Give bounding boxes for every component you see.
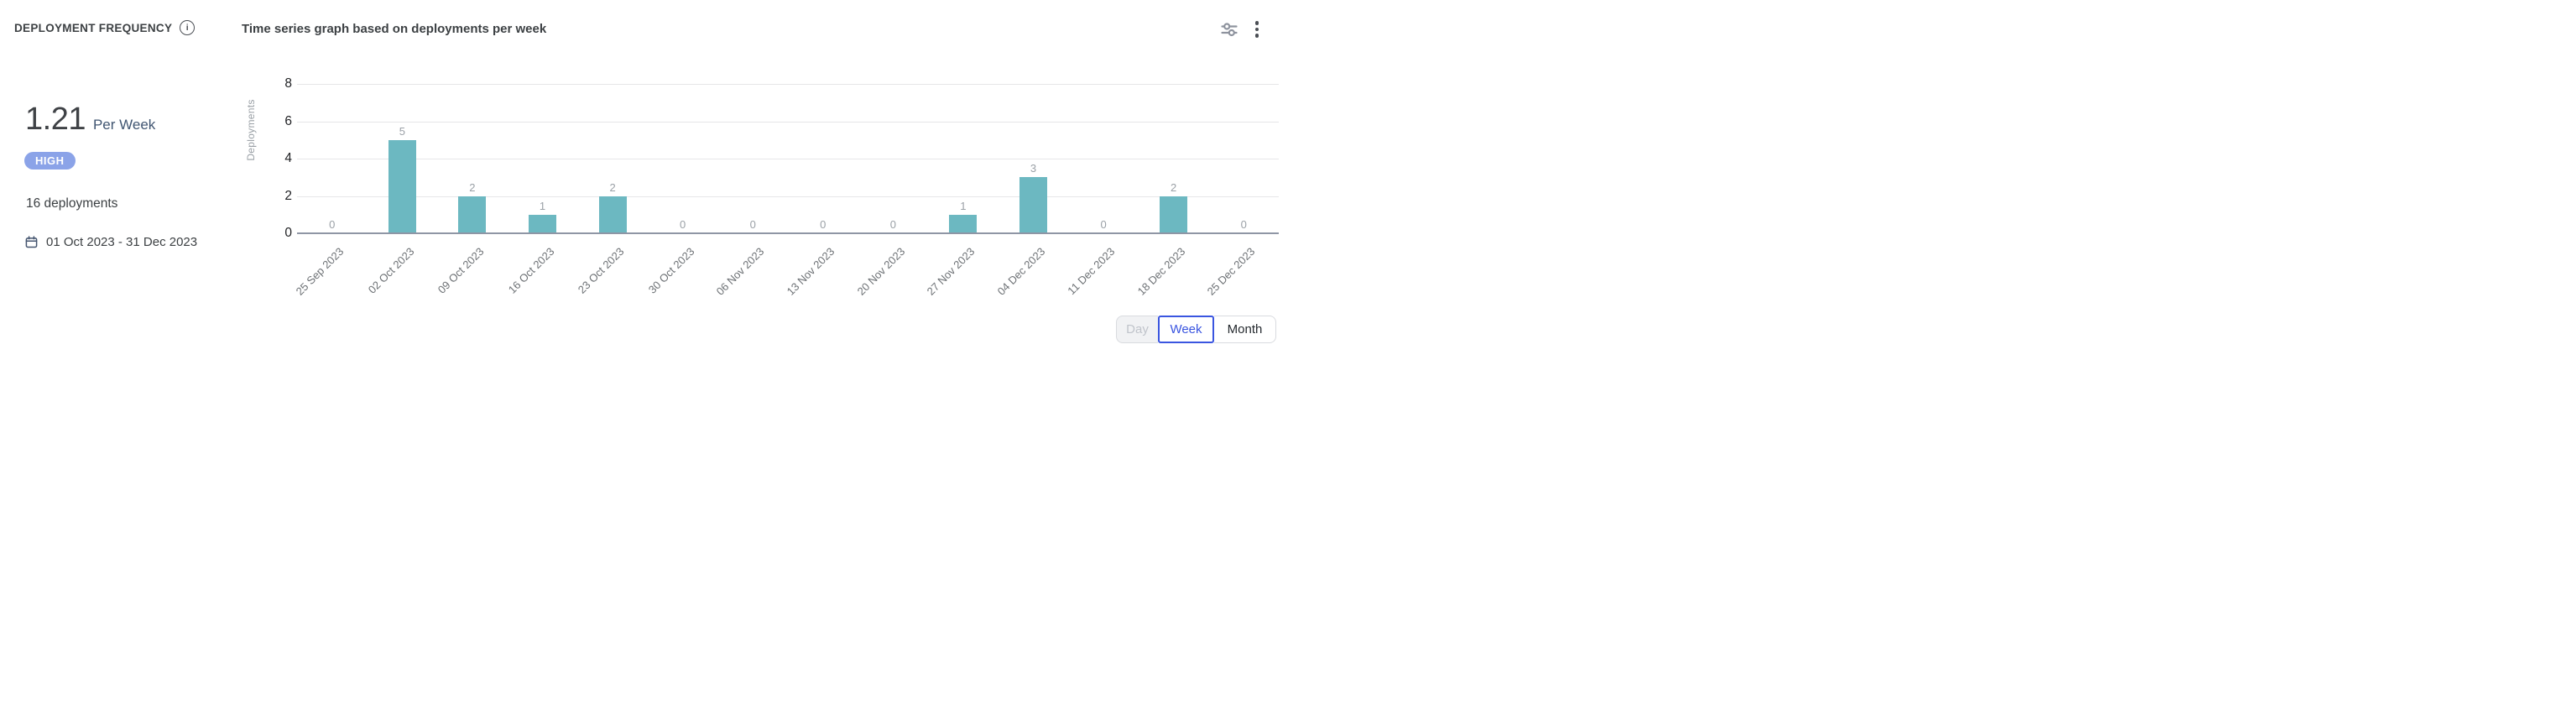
bar-value-label: 5 [399, 124, 405, 138]
metric-value: 1.21 [25, 102, 86, 137]
x-tick-label: 25 Sep 2023 [293, 245, 347, 298]
bar[interactable] [458, 196, 487, 233]
metric-unit: Per Week [92, 117, 156, 133]
bar-value-label: 2 [1171, 180, 1177, 194]
bar-value-label: 2 [469, 180, 476, 194]
toggle-day-button[interactable]: Day [1116, 316, 1158, 343]
bar-value-label: 0 [1100, 218, 1107, 231]
info-icon[interactable]: i [180, 20, 196, 35]
bar-value-label: 0 [680, 218, 686, 231]
bar-value-label: 1 [539, 199, 546, 212]
bar[interactable] [598, 196, 627, 233]
x-tick-label: 09 Oct 2023 [435, 245, 487, 296]
bar[interactable] [388, 139, 416, 233]
x-tick-label: 18 Dec 2023 [1134, 245, 1188, 298]
y-tick-label: 4 [284, 151, 292, 165]
bar-value-label: 0 [820, 218, 827, 231]
bar-value-label: 0 [1240, 218, 1247, 231]
bar-value-label: 3 [1030, 162, 1037, 175]
toggle-week-button[interactable]: Week [1158, 316, 1214, 343]
metric-row: 1.21 Per Week [25, 102, 155, 138]
rating-badge: HIGH [24, 152, 76, 170]
deployments-total: 16 deployments [26, 196, 118, 211]
x-tick-label: 11 Dec 2023 [1065, 245, 1118, 298]
bar[interactable] [1160, 196, 1188, 233]
y-tick-label: 2 [284, 188, 292, 203]
toggle-month-button[interactable]: Month [1214, 316, 1276, 343]
y-tick-label: 8 [284, 76, 292, 91]
filter-settings-icon[interactable] [1218, 18, 1240, 40]
bar-value-label: 0 [749, 218, 756, 231]
x-tick-label: 06 Nov 2023 [714, 245, 767, 298]
y-gridline [297, 196, 1279, 197]
x-axis-baseline [297, 232, 1279, 234]
x-tick-label: 02 Oct 2023 [365, 245, 416, 296]
sliders-icon [1221, 23, 1238, 37]
date-range-row: 01 Oct 2023 - 31 Dec 2023 [25, 235, 197, 249]
x-tick-label: 27 Nov 2023 [924, 245, 978, 298]
date-range: 01 Oct 2023 - 31 Dec 2023 [46, 235, 198, 249]
x-tick-label: 16 Oct 2023 [505, 245, 557, 296]
y-tick-label: 6 [284, 113, 292, 128]
x-tick-label: 23 Oct 2023 [575, 245, 627, 296]
kebab-menu-icon[interactable] [1254, 19, 1260, 39]
bar-value-label: 0 [889, 218, 896, 231]
bar[interactable] [529, 214, 556, 233]
granularity-toggle: Day Week Month [1116, 316, 1276, 343]
y-gridline [297, 84, 1279, 85]
widget-header: DEPLOYMENT FREQUENCY i [14, 20, 196, 35]
y-gridline [297, 121, 1279, 123]
x-tick-label: 13 Nov 2023 [784, 245, 837, 298]
x-tick-label: 25 Dec 2023 [1205, 245, 1258, 298]
chart-title: Time series graph based on deployments p… [242, 22, 547, 36]
bar[interactable] [949, 214, 978, 233]
deployment-frequency-widget: DEPLOYMENT FREQUENCY i Time series graph… [0, 0, 1288, 360]
bar-value-label: 0 [329, 218, 336, 231]
bar-value-label: 2 [609, 180, 616, 194]
x-tick-label: 04 Dec 2023 [994, 245, 1048, 298]
header-actions [1218, 18, 1260, 40]
widget-title: DEPLOYMENT FREQUENCY [14, 21, 173, 34]
x-tick-label: 30 Oct 2023 [645, 245, 697, 296]
bar-value-label: 1 [960, 199, 967, 212]
y-tick-label: 0 [284, 226, 292, 240]
calendar-icon [25, 236, 38, 248]
bar[interactable] [1019, 177, 1047, 233]
x-tick-label: 20 Nov 2023 [854, 245, 907, 298]
